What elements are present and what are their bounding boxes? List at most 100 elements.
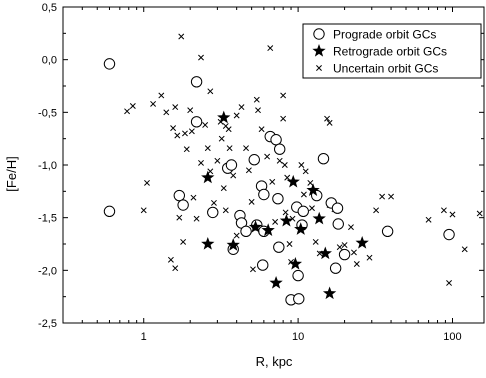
data-point-x-cross <box>170 125 177 132</box>
data-point-x-cross <box>255 107 261 114</box>
data-point-filled-star <box>261 223 275 236</box>
data-point-x-cross <box>172 104 179 111</box>
x-tick-label: 1 <box>141 331 147 343</box>
data-point-x-cross <box>446 280 453 286</box>
data-point-open-circle <box>190 76 203 88</box>
legend: Prograde orbit GCs Retrograde orbit GCs Un… <box>302 23 482 79</box>
data-point-open-circle <box>258 188 270 201</box>
y-tick-label: -2,0 <box>38 265 57 277</box>
data-point-x-cross <box>461 246 468 253</box>
data-point-x-cross <box>207 88 214 95</box>
data-point-filled-star <box>318 246 332 260</box>
data-point-x-cross <box>250 266 256 273</box>
data-point-open-circle <box>103 205 116 218</box>
y-tick-label: 0,0 <box>42 55 57 67</box>
data-point-x-cross <box>230 172 237 179</box>
data-point-x-cross <box>440 207 447 214</box>
data-point-filled-star <box>279 213 294 227</box>
y-tick-label: -0,5 <box>38 107 57 119</box>
y-axis-label: [Fe/H] <box>4 156 19 191</box>
data-point-open-circle <box>272 193 284 205</box>
data-point-x-cross <box>158 92 165 99</box>
data-point-open-circle <box>317 152 330 165</box>
data-point-x-cross <box>336 244 343 251</box>
data-point-x-cross <box>282 209 289 216</box>
x-axis-label: R, kpc <box>256 354 293 369</box>
data-point-open-circle <box>257 259 269 271</box>
data-point-x-cross <box>140 207 147 214</box>
data-point-x-cross <box>350 249 357 256</box>
data-point-x-cross <box>312 238 319 245</box>
data-point-filled-star <box>355 235 369 249</box>
data-point-x-cross <box>225 126 232 133</box>
y-tick-label: -1,0 <box>38 160 57 172</box>
legend-marker-open-circle <box>313 28 325 40</box>
data-point-open-circle <box>297 205 309 218</box>
data-point-x-cross <box>174 132 181 139</box>
data-point-x-cross <box>476 210 483 217</box>
data-point-open-circle <box>292 269 304 282</box>
data-point-x-cross <box>190 194 197 201</box>
data-point-x-cross <box>269 178 276 185</box>
legend-marker-filled-star <box>312 44 326 57</box>
data-point-x-cross <box>124 108 131 115</box>
data-point-x-cross <box>276 157 283 164</box>
data-point-x-cross <box>253 96 260 103</box>
data-point-x-cross <box>366 254 373 261</box>
data-point-x-cross <box>243 145 249 152</box>
data-point-open-circle <box>173 189 186 202</box>
data-point-open-circle <box>443 228 455 241</box>
data-point-x-cross <box>180 238 187 245</box>
data-point-x-cross <box>245 167 252 174</box>
data-point-x-cross <box>264 153 271 160</box>
data-point-x-cross <box>187 107 194 114</box>
data-point-open-circle <box>190 116 203 128</box>
data-point-filled-star <box>322 286 337 300</box>
legend-marker-x-cross <box>316 65 322 71</box>
data-point-filled-star <box>226 238 240 251</box>
data-point-x-cross <box>281 162 288 168</box>
data-point-x-cross <box>341 242 348 249</box>
data-point-filled-star <box>288 257 303 270</box>
data-point-open-circle <box>381 225 394 238</box>
data-point-x-cross <box>150 100 157 107</box>
data-point-open-circle <box>177 199 189 211</box>
data-point-x-cross <box>167 256 174 263</box>
data-point-x-cross <box>198 159 204 166</box>
y-tick-label: -2,5 <box>38 318 57 330</box>
data-point-x-cross <box>379 193 386 200</box>
data-point-open-circle <box>207 206 219 219</box>
data-point-open-circle <box>270 134 282 146</box>
data-point-open-circle <box>274 143 286 155</box>
data-point-x-cross <box>248 198 255 205</box>
data-point-filled-star <box>286 174 300 188</box>
legend-label: Prograde orbit GCs <box>333 28 436 42</box>
data-point-x-cross <box>309 205 315 212</box>
data-point-x-cross <box>348 224 354 231</box>
data-point-x-cross <box>163 109 170 116</box>
data-point-x-cross <box>425 216 432 223</box>
data-point-x-cross <box>129 103 136 109</box>
data-point-x-cross <box>172 265 179 272</box>
data-point-x-cross <box>326 119 333 126</box>
data-point-x-cross <box>144 179 150 186</box>
data-point-open-circle <box>248 154 260 166</box>
legend-label: Uncertain orbit GCs <box>333 62 438 76</box>
data-point-x-cross <box>210 199 217 206</box>
data-point-filled-star <box>201 170 215 184</box>
data-point-x-cross <box>298 162 305 168</box>
data-point-x-cross <box>280 115 287 122</box>
data-point-x-cross <box>220 185 227 192</box>
data-point-x-cross <box>267 45 274 52</box>
data-point-x-cross <box>178 33 185 40</box>
data-point-x-cross <box>388 193 395 200</box>
data-point-open-circle <box>103 58 116 70</box>
data-point-x-cross <box>373 207 380 214</box>
data-point-filled-star <box>306 183 320 196</box>
data-point-filled-star <box>217 110 231 124</box>
data-point-open-circle <box>293 293 305 305</box>
data-point-x-cross <box>183 146 190 153</box>
legend-box <box>302 23 482 79</box>
